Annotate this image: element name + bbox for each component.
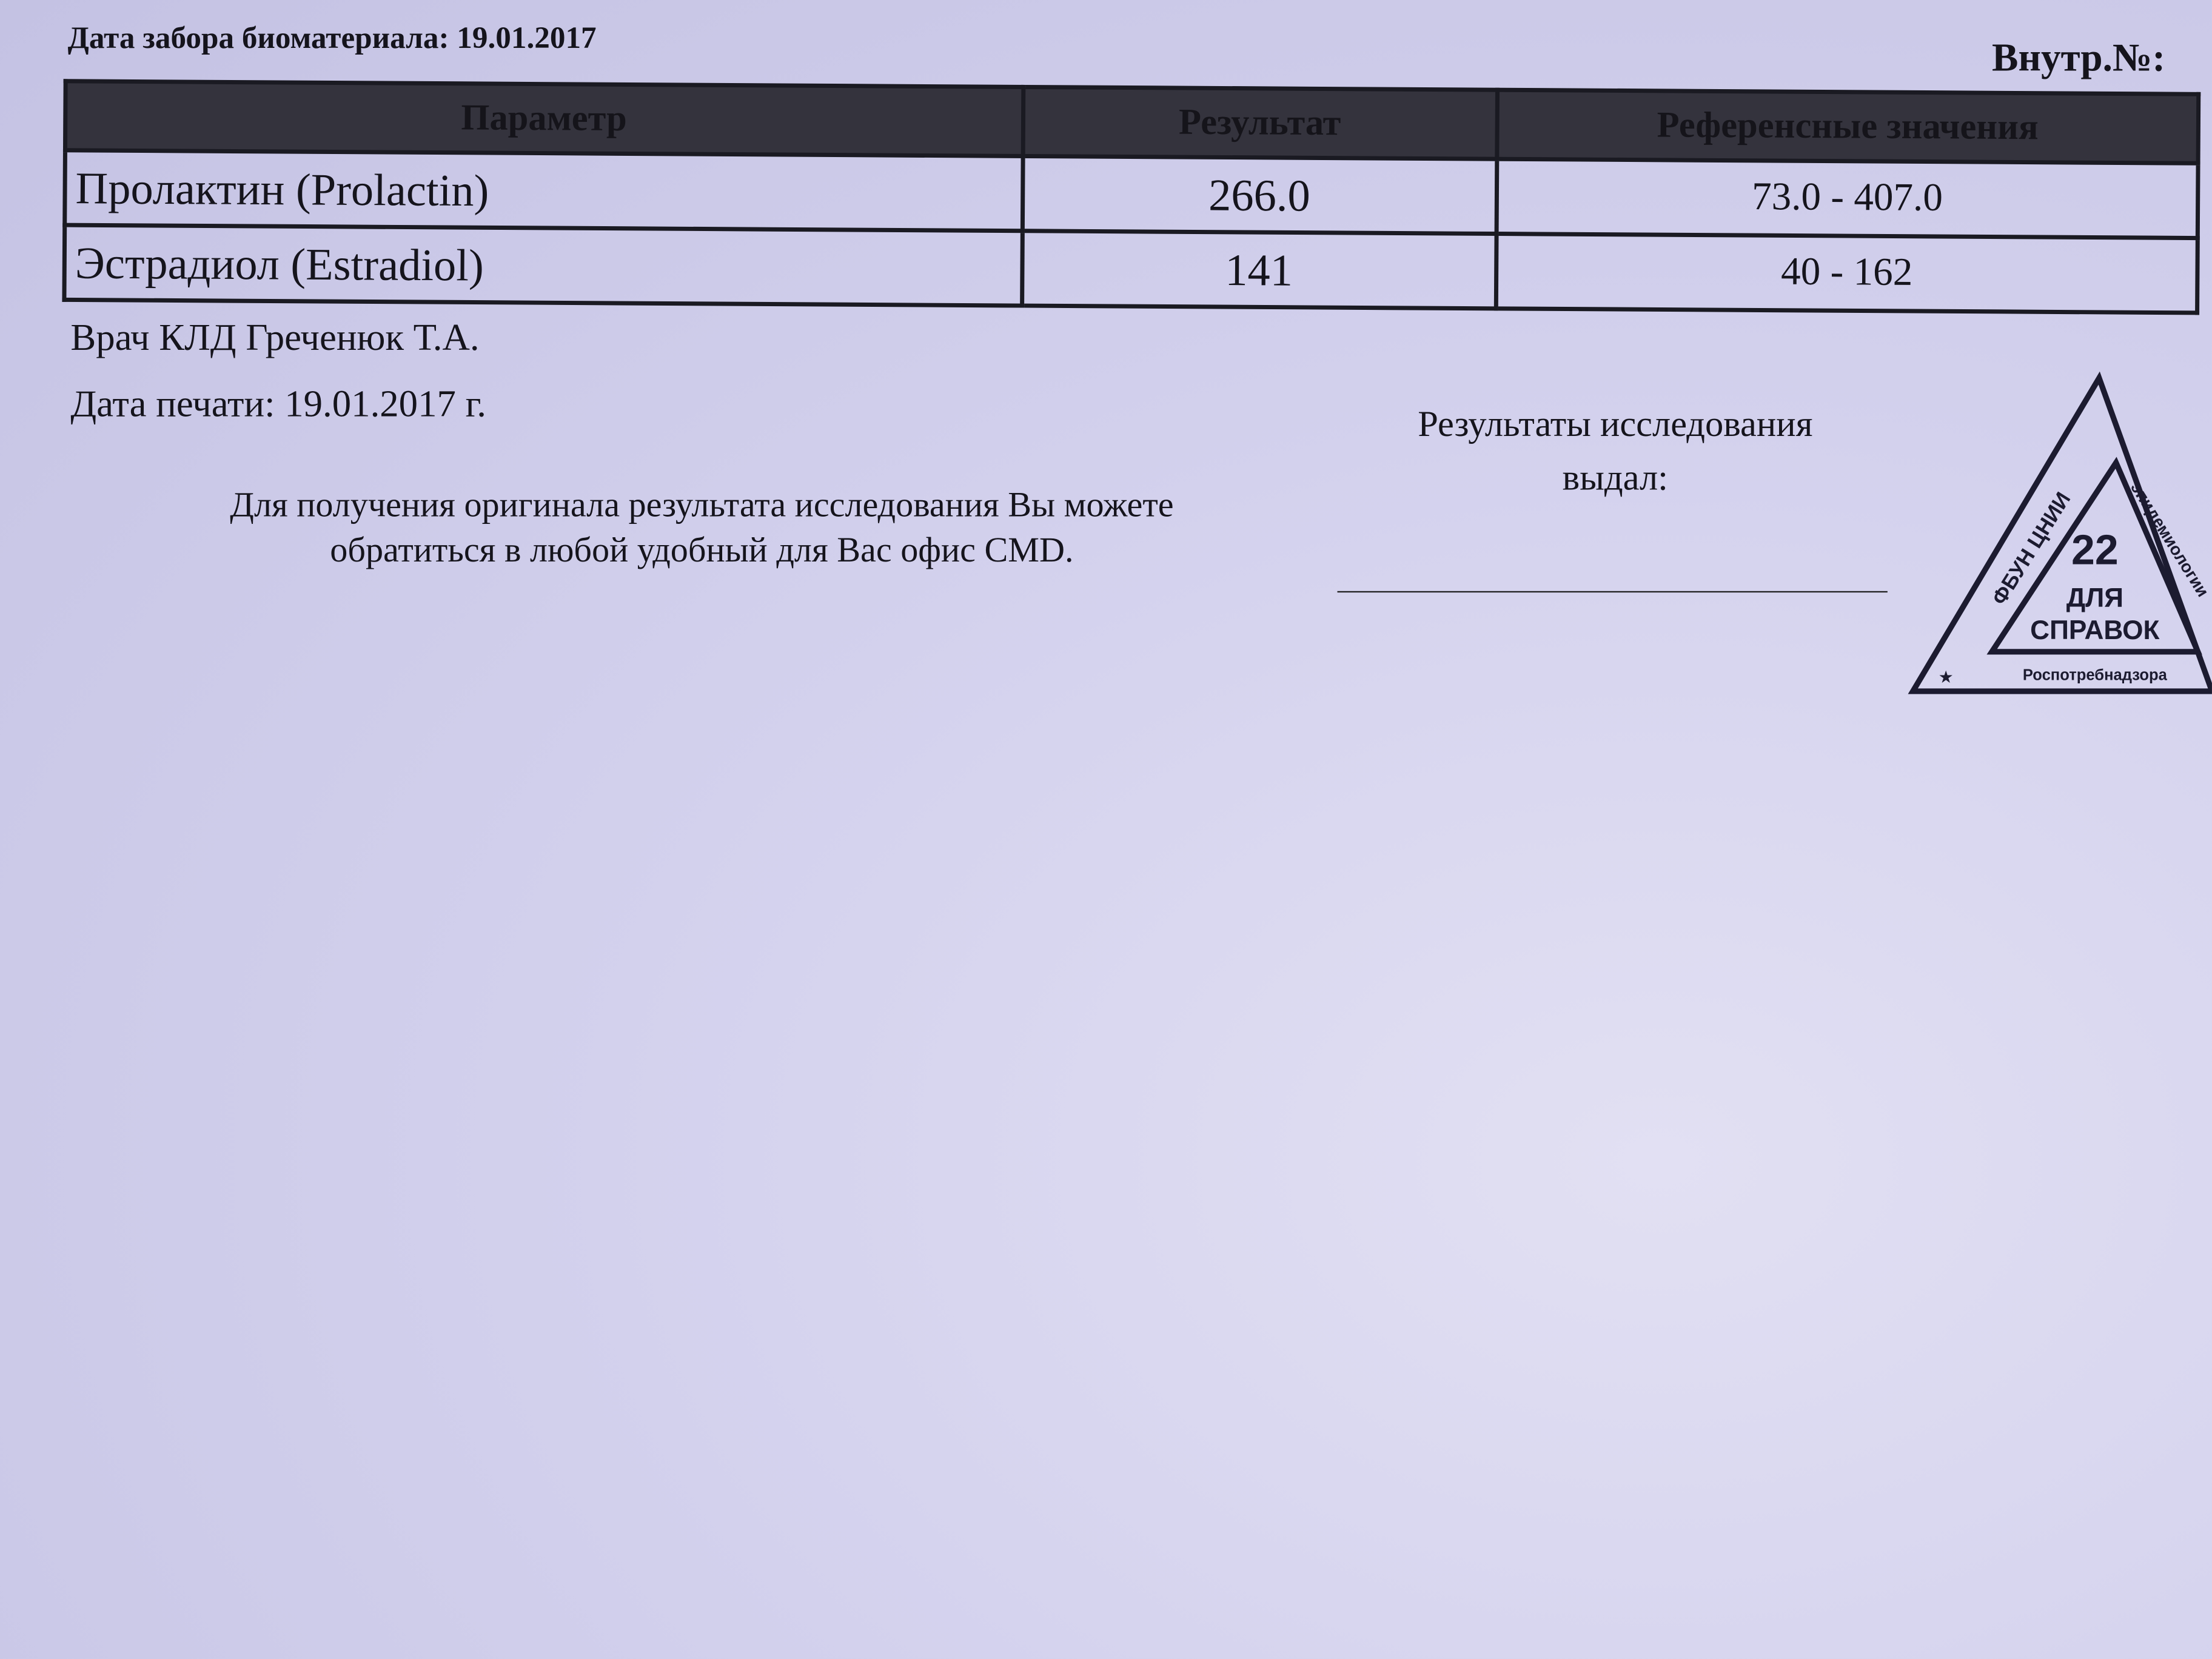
collection-date: Дата забора биоматериала: 19.01.2017 <box>67 19 597 55</box>
result-cell: 266.0 <box>1022 156 1497 234</box>
stamp: ФБУН ЦНИИ эпидемиологии 22 ДЛЯ СПРАВОК Р… <box>1908 371 2212 694</box>
column-header: Результат <box>1022 87 1498 159</box>
stamp-line2: СПРАВОК <box>2030 615 2160 645</box>
original-note: Для получения оригинала результата иссле… <box>230 486 1174 570</box>
stamp-bottom-text: Роспотребнадзора <box>2023 666 2168 683</box>
table-row: Пролактин (Prolactin) 266.0 73.0 - 407.0 <box>64 150 2199 238</box>
star-icon: ★ <box>1939 668 1954 687</box>
table-row: Эстрадиол (Estradiol) 141 40 - 162 <box>64 225 2198 313</box>
results-table: Параметр Результат Референсные значения … <box>62 79 2200 315</box>
reference-cell: 40 - 162 <box>1496 233 2198 313</box>
table-header-row: Параметр Результат Референсные значения <box>65 81 2199 164</box>
issued-by-label: Результаты исследования выдал: <box>1354 398 1876 505</box>
doctor-name: Врач КЛД Греченюк Т.А. <box>70 316 480 358</box>
reference-cell: 73.0 - 407.0 <box>1496 159 2199 238</box>
parameter-cell: Эстрадиол (Estradiol) <box>64 225 1022 306</box>
stamp-number: 22 <box>2071 526 2119 574</box>
parameter-cell: Пролактин (Prolactin) <box>64 150 1023 231</box>
signature-line <box>1337 591 1888 593</box>
issued-by-line1: Результаты исследования <box>1418 403 1813 444</box>
issued-by-line2: выдал: <box>1562 457 1669 498</box>
stamp-line1: ДЛЯ <box>2066 583 2123 612</box>
print-date: Дата печати: 19.01.2017 г. <box>70 382 487 425</box>
column-header: Референсные значения <box>1496 90 2199 164</box>
internal-number: Внутр.№: <box>1992 36 2166 81</box>
column-header: Параметр <box>65 81 1023 156</box>
result-cell: 141 <box>1021 230 1496 309</box>
